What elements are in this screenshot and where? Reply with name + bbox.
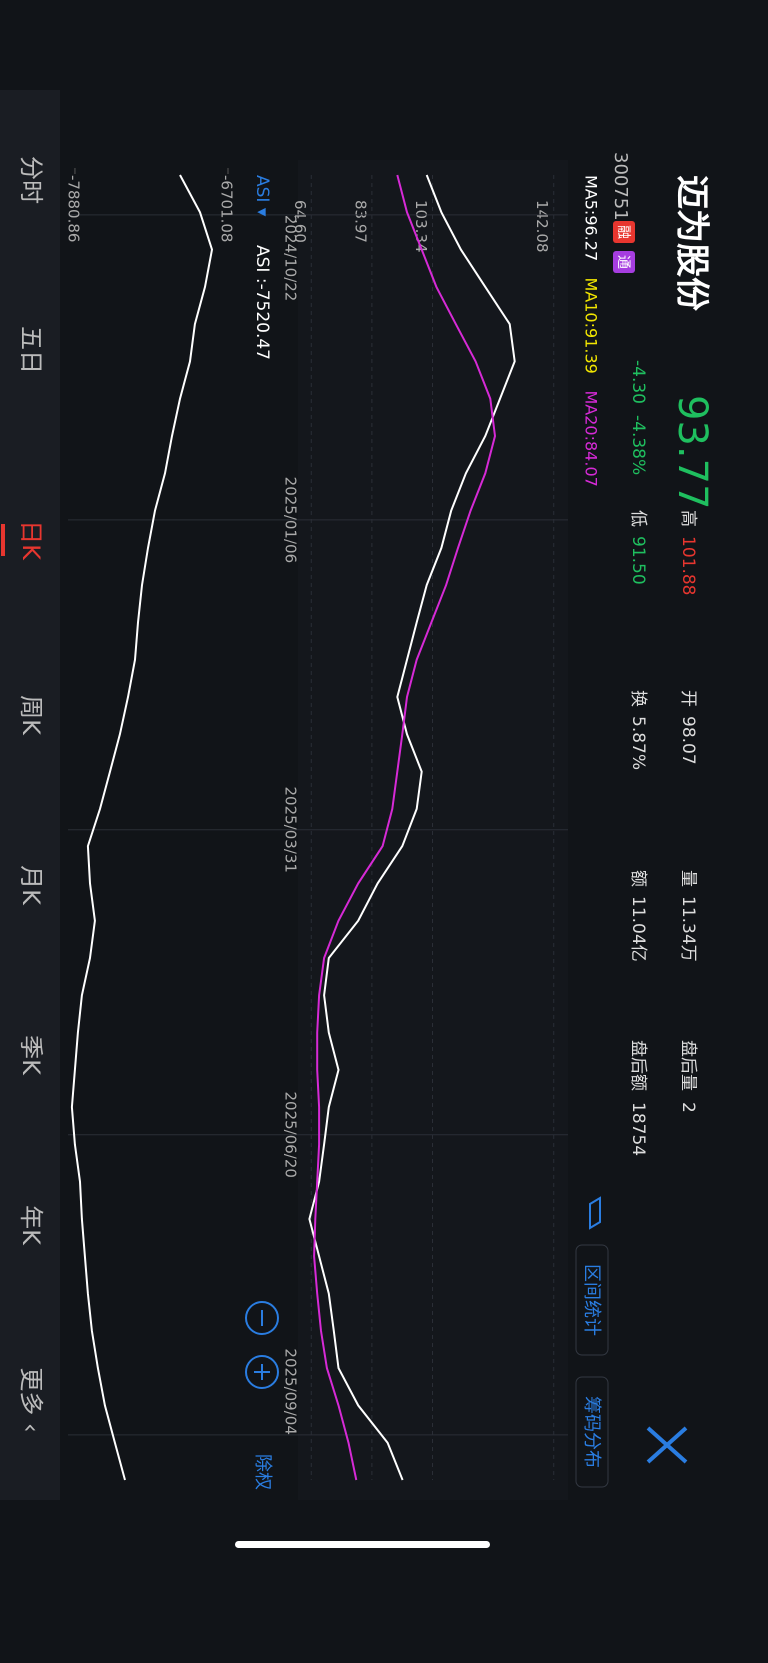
tab[interactable]: 更多 ‹ — [17, 1367, 45, 1432]
toolbar-button[interactable] — [575, 1244, 609, 1356]
close-button[interactable] — [646, 1426, 688, 1464]
tab[interactable]: 年K — [17, 1205, 45, 1246]
y-tick-label: -6701.08 — [217, 175, 235, 242]
x-tick-label: 2025/03/31 — [282, 787, 300, 873]
stat-label: 开 — [678, 690, 698, 707]
toolbar-button-label: 筹码分布 — [581, 1396, 602, 1468]
y-tick-label: 103.34 — [412, 200, 430, 253]
legend-item: MA5:96.27 — [582, 175, 601, 261]
x-tick-label: 2024/10/22 — [282, 215, 300, 301]
toolbar-button-label: 区间统计 — [581, 1264, 602, 1336]
zoom-in[interactable] — [245, 1355, 279, 1389]
tab[interactable]: 周K — [17, 695, 45, 736]
tag-label: 通 — [615, 255, 631, 269]
stat-value: 101.88 — [678, 536, 698, 595]
legend-item: MA20:84.07 — [582, 391, 601, 487]
series-line — [313, 174, 497, 1481]
stat-value: 91.50 — [628, 536, 648, 585]
stat-value: 18754 — [628, 1102, 648, 1156]
tag-label: 融 — [615, 225, 631, 239]
y-tick-label: 83.97 — [351, 200, 369, 243]
x-tick-label: 2025/09/04 — [282, 1348, 300, 1434]
edit-icon[interactable] — [589, 1196, 601, 1230]
landscape-view: 迈为股份 300751 融通 93.77 -4.30 -4.38% 高 101.88 低 91.5… — [0, 90, 715, 1500]
y-tick-label: 64.60 — [291, 200, 309, 243]
stat-value: 2 — [678, 1102, 698, 1113]
stat-value: 5.87% — [628, 716, 648, 770]
zoom-out[interactable] — [245, 1301, 279, 1335]
stat-value: 98.07 — [678, 716, 698, 765]
tab[interactable]: 日K — [17, 520, 45, 561]
stat-label: 额 — [628, 870, 648, 887]
indicator-name: ASI ▾ — [252, 175, 272, 217]
tab-indicator — [1, 524, 5, 556]
y-tick-label: 142.08 — [533, 200, 551, 253]
stat-label: 高 — [678, 510, 698, 527]
stat-label: 量 — [678, 870, 698, 887]
x-tick-label: 2025/01/06 — [282, 477, 300, 563]
last-price: 93.77 — [669, 395, 715, 510]
y-tick-label: -7880.86 — [64, 175, 82, 242]
legend-item: MA10:91.39 — [582, 278, 601, 374]
stat-value: 11.34万 — [678, 896, 698, 962]
stat-label: 低 — [628, 510, 648, 527]
stat-label: 盘后额 — [628, 1040, 648, 1091]
price-change: -4.30 — [628, 360, 648, 404]
series-line — [308, 174, 516, 1481]
stat-label: 盘后量 — [678, 1040, 698, 1091]
stat-value: 11.04亿 — [628, 896, 648, 962]
stat-label: 换 — [628, 690, 648, 707]
price-change-pct: -4.38% — [628, 415, 648, 475]
tab[interactable]: 月K — [17, 865, 45, 906]
tab[interactable]: 分时 — [17, 156, 45, 204]
x-tick-label: 2025/06/20 — [282, 1091, 300, 1177]
adjust-button[interactable]: 除权 — [252, 1454, 273, 1490]
stock-name: 迈为股份 — [672, 175, 712, 311]
toolbar-button[interactable] — [575, 1376, 609, 1488]
tab[interactable]: 季K — [17, 1035, 45, 1076]
tag — [613, 251, 635, 273]
stock-code: 300751 — [610, 152, 631, 221]
series-line — [70, 174, 214, 1481]
indicator-value: ASI :-7520.47 — [252, 245, 272, 360]
home-indicator — [235, 1541, 490, 1548]
tab[interactable]: 五日 — [17, 326, 45, 374]
tag — [613, 221, 635, 243]
tab-bar — [0, 90, 60, 1500]
